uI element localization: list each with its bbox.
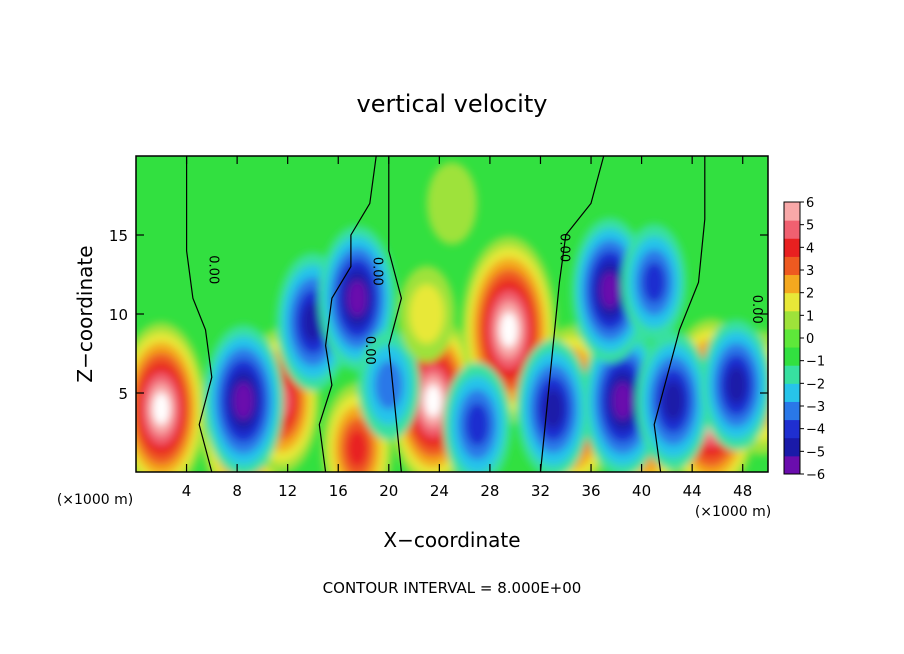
zero-contour-line [653,156,706,472]
velocity-cell-ring [302,302,324,342]
colorbar-tick-label: −4 [806,423,825,438]
velocity-cell-ring [662,381,684,421]
colorbar-tick-label: 0 [806,332,814,347]
velocity-cell [621,223,687,341]
chart-title: vertical velocity [357,90,548,118]
colorbar-segment [784,256,800,276]
x-tick-label: 48 [733,482,752,500]
velocity-cell-ring [642,262,666,303]
velocity-cell [275,252,350,391]
velocity-cell-ring [153,392,170,425]
x-tick-label: 44 [683,482,702,500]
contour-interval-note: CONTOUR INTERVAL = 8.000E+00 [323,579,582,597]
colorbar-segment [784,220,800,239]
x-tick-label: 24 [430,482,449,500]
colorbar-segment [784,238,800,257]
velocity-cell [443,362,512,472]
colorbar-segment [784,328,800,348]
y-axis-label: Z−coordinate [73,245,97,382]
x-tick-label: 36 [581,482,600,500]
velocity-cell-ring [424,384,442,417]
y-tick-label: 5 [118,385,128,403]
contour-lines: 0.00 0.00 0.00 0.00 0.00 [186,156,764,472]
zero-contour-line [186,156,213,472]
colorbar: 6 5 4 3 2 1 0 −1 −2 −3 −4 −5 −6 [783,196,825,483]
velocity-cell [398,266,455,362]
contour-label: 0.00 [370,257,385,286]
colorbar-segment [784,365,800,384]
plot-area: 0.00 0.00 0.00 0.00 0.00 [136,156,768,472]
x-tick-label: 40 [632,482,651,500]
colorbar-tick-label: −6 [806,468,825,483]
colorbar-segment [784,202,800,221]
contour-label: 0.00 [557,233,572,262]
colorbar-segment [784,401,800,421]
zero-contour-line [539,156,605,472]
velocity-cell-ring [347,280,367,316]
velocity-cell-ring [375,360,403,410]
x-axis-label: X−coordinate [383,528,520,552]
colorbar-segment [784,383,800,402]
colorbar-tick-label: 4 [806,241,814,256]
contour-label: 0.00 [749,295,764,324]
velocity-cell-ring [347,429,368,468]
colorbar-tick-label: −5 [806,445,825,460]
colorbar-tick-label: −2 [806,377,825,392]
velocity-cell [357,330,420,441]
velocity-cell [136,322,206,472]
x-tick-label: 28 [480,482,499,500]
colorbar-tick-label: 3 [806,264,814,279]
colorbar-tick-label: 6 [806,196,814,211]
colorbar-tick-label: −1 [806,355,825,370]
velocity-cell-ring [726,366,747,404]
velocity-cell [582,324,663,472]
y-axis: 5 10 15 [109,227,768,403]
colorbar-tick-label: 1 [806,309,814,324]
colorbar-segment [784,347,800,366]
colorbar-tick-label: −3 [806,400,825,415]
colorbar-segment [784,419,800,439]
colorbar-segment [784,455,800,475]
velocity-cell [516,339,591,472]
velocity-cell-ring [612,382,633,420]
velocity-cell [318,225,396,371]
x-unit-right: (×1000 m) [695,504,771,520]
velocity-cell [427,162,477,245]
x-tick-label: 4 [182,482,192,500]
x-tick-label: 20 [379,482,398,500]
y-tick-label: 10 [109,306,128,324]
x-tick-label: 12 [278,482,297,500]
colorbar-segment [784,310,800,330]
velocity-cell-ring [409,284,444,344]
x-tick-label: 16 [329,482,348,500]
y-tick-label: 15 [109,227,128,245]
contour-label: 0.00 [362,336,377,365]
colorbar-segment [784,292,800,312]
velocity-cell [203,324,284,472]
zero-contour-line [388,156,403,472]
colorbar-segment [784,274,800,294]
velocity-field [136,162,768,472]
contour-label: 0.00 [205,255,220,284]
colorbar-tick-label: 5 [806,219,814,234]
velocity-cell-ring [233,382,254,420]
x-tick-label: 32 [531,482,550,500]
velocity-cell [700,319,768,451]
x-axis: 4 8 12 16 20 24 28 32 36 40 44 48 [182,156,752,500]
velocity-cell [636,331,711,470]
x-unit-left: (×1000 m) [57,492,133,508]
velocity-cell-ring [600,272,620,308]
velocity-cell-ring [465,403,490,447]
colorbar-tick-label: 2 [806,287,814,302]
velocity-cell-ring [500,312,518,348]
colorbar-segment [784,437,800,457]
x-tick-label: 8 [232,482,242,500]
zero-contour-line [318,156,377,472]
velocity-cell-ring [427,162,477,245]
